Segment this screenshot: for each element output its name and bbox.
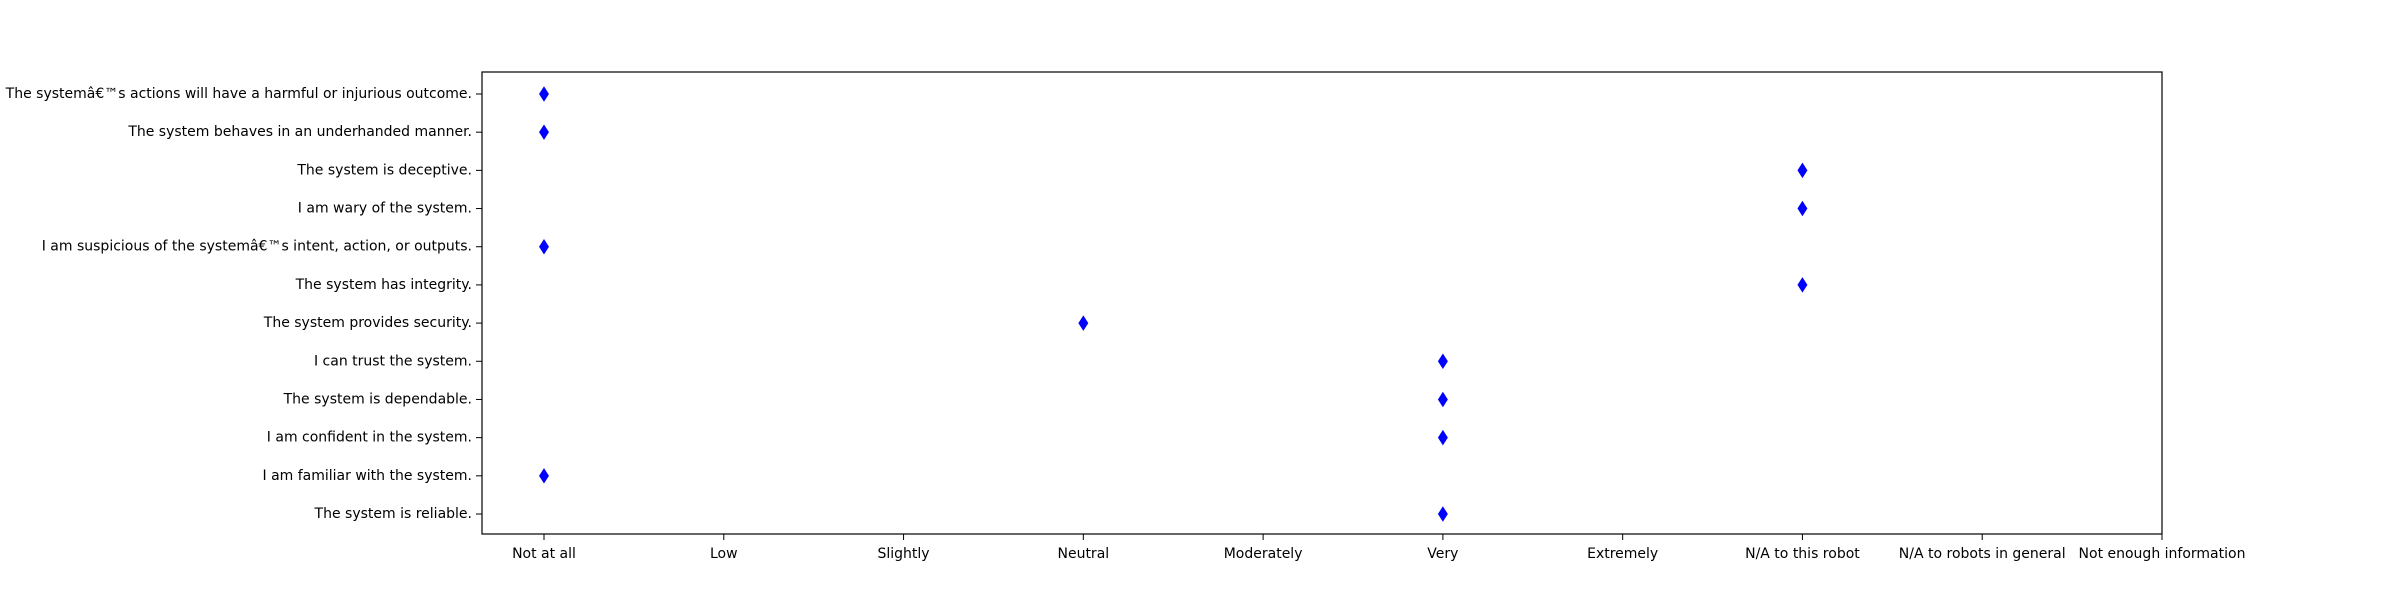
y-tick-label: The system provides security.	[263, 315, 472, 331]
plot-area	[481, 71, 2163, 535]
x-axis: Not at all Low Slightly Neutral Moderately Ve…	[512, 534, 2245, 562]
y-tick-label: The systemâ€™s actions will have a harmf…	[5, 86, 472, 102]
x-tick-label: Moderately	[1224, 546, 1303, 562]
data-point	[1437, 429, 1448, 446]
x-tick-label: Very	[1427, 546, 1458, 562]
data-point	[1437, 353, 1448, 370]
x-tick-label: Not enough information	[2079, 546, 2246, 562]
x-tick-label: Extremely	[1587, 546, 1658, 562]
data-point	[1797, 162, 1808, 179]
data-point	[539, 468, 549, 484]
y-tick-label: The system is deceptive.	[296, 162, 472, 178]
y-tick-label: I am confident in the system.	[267, 430, 472, 446]
y-tick-label: The system is reliable.	[314, 506, 472, 522]
data-point	[539, 238, 549, 255]
data-point	[1797, 277, 1808, 293]
data-point	[539, 86, 549, 102]
x-tick-label: Not at all	[512, 546, 576, 562]
y-axis: The systemâ€™s actions will have a harmf…	[5, 86, 482, 522]
x-tick-label: Slightly	[878, 546, 930, 562]
y-tick-label: The system is dependable.	[283, 391, 472, 407]
y-tick-label: The system has integrity.	[295, 277, 472, 293]
x-tick-label: N/A to this robot	[1745, 546, 1860, 562]
x-tick-label: Neutral	[1057, 546, 1109, 562]
x-tick-label: N/A to robots in general	[1899, 546, 2066, 562]
data-point	[1797, 200, 1808, 217]
data-point	[1078, 315, 1089, 331]
data-point	[1437, 506, 1448, 522]
data-point	[539, 124, 549, 140]
y-tick-label: I am wary of the system.	[298, 201, 472, 217]
y-tick-label: I am familiar with the system.	[263, 468, 473, 484]
y-tick-label: The system behaves in an underhanded man…	[127, 124, 472, 140]
y-tick-label: I can trust the system.	[314, 353, 472, 369]
y-tick-label: I am suspicious of the systemâ€™s intent…	[42, 239, 472, 255]
data-point	[1437, 391, 1448, 408]
x-tick-label: Low	[710, 546, 738, 562]
data-points	[539, 86, 1808, 522]
